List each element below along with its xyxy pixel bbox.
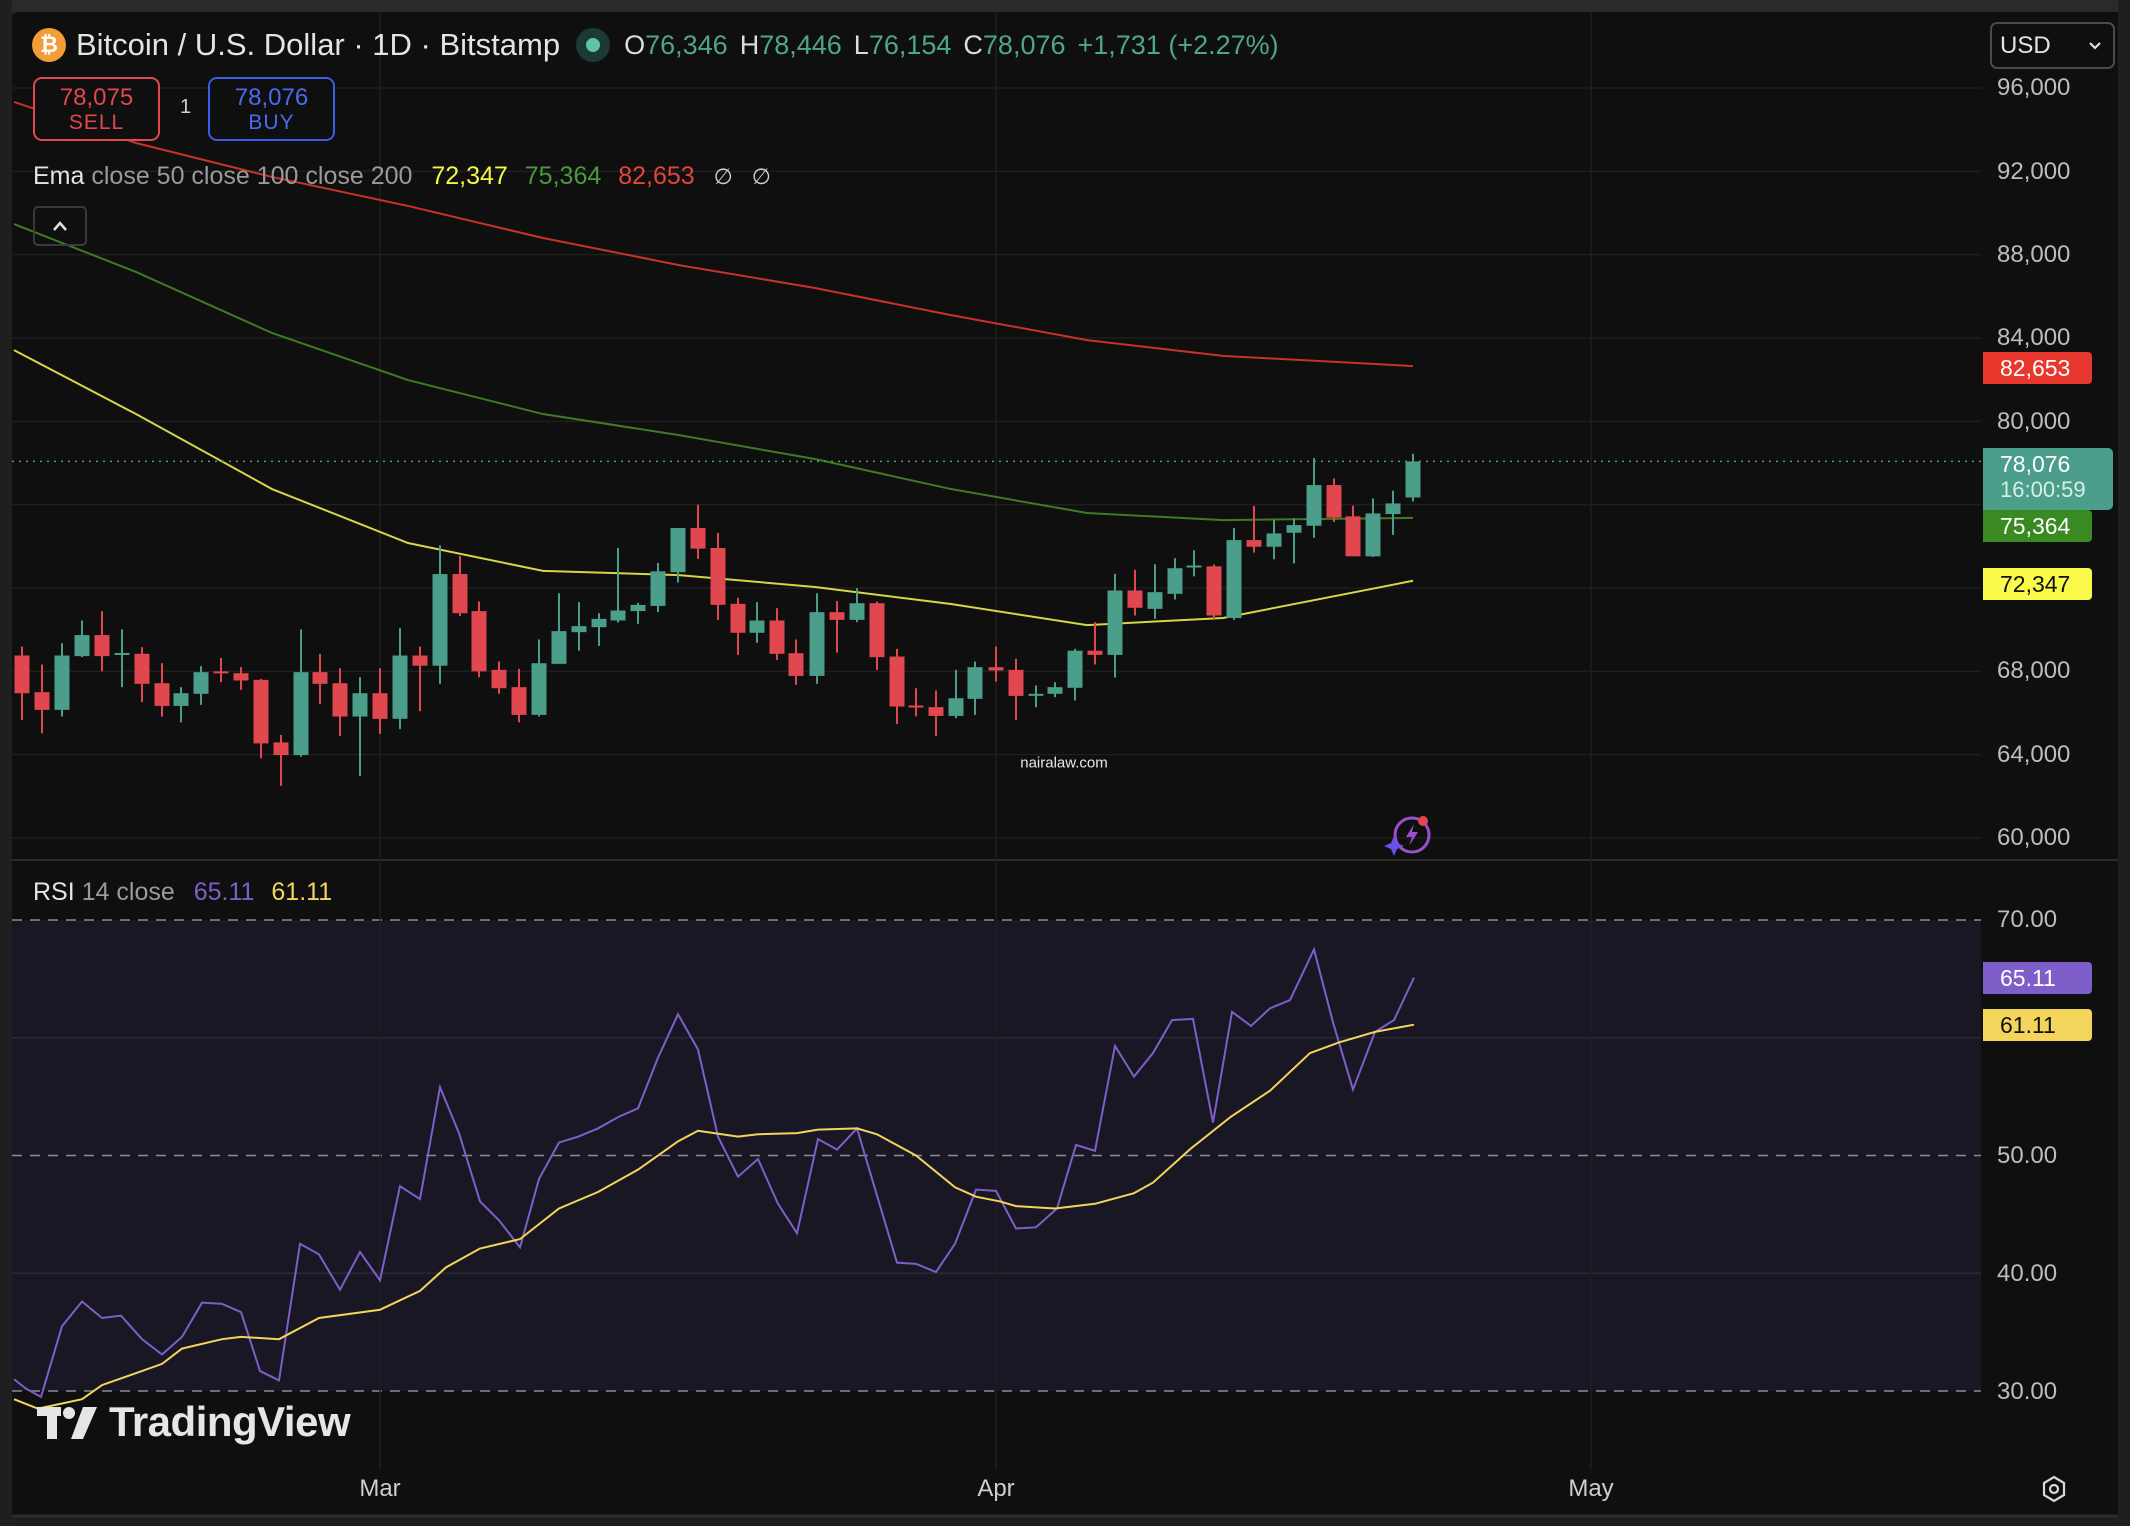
- price-label-88000: 88,000: [1997, 241, 2071, 268]
- price-ema50-tag: 72,347: [1983, 568, 2092, 600]
- settings-icon[interactable]: [2040, 1475, 2068, 1503]
- sell-label: SELL: [68, 111, 125, 134]
- rsi-label-5000: 50.00: [1997, 1142, 2058, 1169]
- price-label-64000: 64,000: [1997, 741, 2071, 768]
- ema100-value: 75,364: [524, 162, 602, 190]
- rsi-ma-value: 61.11: [271, 878, 333, 906]
- tradingview-logo[interactable]: TradingView: [37, 1398, 351, 1446]
- price-label-96000: 96,000: [1997, 74, 2071, 101]
- buy-button[interactable]: 78,076 BUY: [208, 77, 335, 141]
- currency-select[interactable]: USD: [1990, 22, 2115, 69]
- sell-button[interactable]: 78,075 SELL: [33, 77, 160, 141]
- price-label-68000: 68,000: [1997, 657, 2071, 684]
- bitcoin-icon: ₿: [32, 28, 66, 62]
- rsi-value: 65.11: [193, 878, 255, 906]
- ohlc-values: O76,346 H78,446 L76,154 C78,076 +1,731 (+2.2…: [624, 30, 1279, 61]
- na-value-2: ∅: [751, 164, 771, 189]
- close-label: C: [963, 29, 983, 60]
- ema50-value: 72,347: [431, 162, 508, 190]
- rsi-label-4000: 40.00: [1997, 1260, 2058, 1287]
- price-label-84000: 84,000: [1997, 324, 2071, 351]
- na-value-1: ∅: [713, 164, 733, 189]
- time-label-apr: Apr: [977, 1475, 1015, 1502]
- watermark: nairalaw.com: [1020, 754, 1108, 772]
- rsi-legend[interactable]: RSI 14 close 65.11 61.11: [33, 878, 332, 907]
- rsi-name: RSI: [33, 878, 75, 906]
- price-ema100-tag: 75,364: [1983, 510, 2092, 542]
- rsi-rsi-tag: 65.11: [1983, 962, 2092, 994]
- lightning-assistant-icon[interactable]: [1382, 808, 1436, 860]
- bar-countdown: 16:00:59: [2000, 477, 2086, 502]
- ema-name: Ema: [33, 162, 85, 190]
- ema200-value: 82,653: [618, 162, 695, 190]
- chevron-up-icon: [53, 221, 67, 231]
- low-value: 76,154: [868, 29, 952, 60]
- order-quantity[interactable]: 1: [180, 96, 192, 118]
- rsi-label-7000: 70.00: [1997, 906, 2058, 933]
- high-label: H: [739, 29, 760, 60]
- rsi-label-3000: 30.00: [1997, 1378, 2058, 1405]
- market-status-icon[interactable]: [576, 28, 611, 62]
- collapse-legend-button[interactable]: [33, 206, 87, 246]
- tradingview-logo-icon: [37, 1407, 97, 1439]
- last-price: 78,076: [2000, 451, 2071, 477]
- chevron-down-icon: [2089, 42, 2101, 50]
- rsi-ma-tag: 61.11: [1983, 1009, 2092, 1041]
- price-label-92000: 92,000: [1997, 158, 2071, 185]
- open-label: O: [624, 29, 646, 60]
- time-label-may: May: [1568, 1475, 1614, 1502]
- currency-value: USD: [2000, 31, 2051, 59]
- low-label: L: [853, 29, 869, 60]
- symbol-header: ₿ Bitcoin / U.S. Dollar · 1D · Bitstamp …: [32, 24, 1279, 66]
- time-label-mar: Mar: [359, 1475, 401, 1502]
- buy-price: 78,076: [234, 84, 309, 111]
- last-price-tag: 78,076 16:00:59: [1983, 448, 2113, 510]
- tradingview-wordmark: TradingView: [109, 1398, 351, 1445]
- price-ema200-tag: 82,653: [1983, 352, 2092, 384]
- ema-legend[interactable]: Ema close 50 close 100 close 200 72,347 …: [33, 162, 771, 191]
- change-value: +1,731 (+2.27%): [1077, 29, 1279, 60]
- sell-price: 78,075: [59, 84, 134, 111]
- ema-params: close 50 close 100 close 200: [91, 162, 413, 190]
- price-label-60000: 60,000: [1997, 824, 2071, 851]
- rsi-params: 14 close: [81, 878, 175, 906]
- price-label-80000: 80,000: [1997, 408, 2071, 435]
- symbol-title[interactable]: Bitcoin / U.S. Dollar · 1D · Bitstamp: [76, 27, 561, 62]
- buy-label: BUY: [248, 111, 295, 134]
- close-value: 78,076: [982, 29, 1066, 60]
- open-value: 76,346: [645, 29, 728, 60]
- high-value: 78,446: [759, 29, 842, 60]
